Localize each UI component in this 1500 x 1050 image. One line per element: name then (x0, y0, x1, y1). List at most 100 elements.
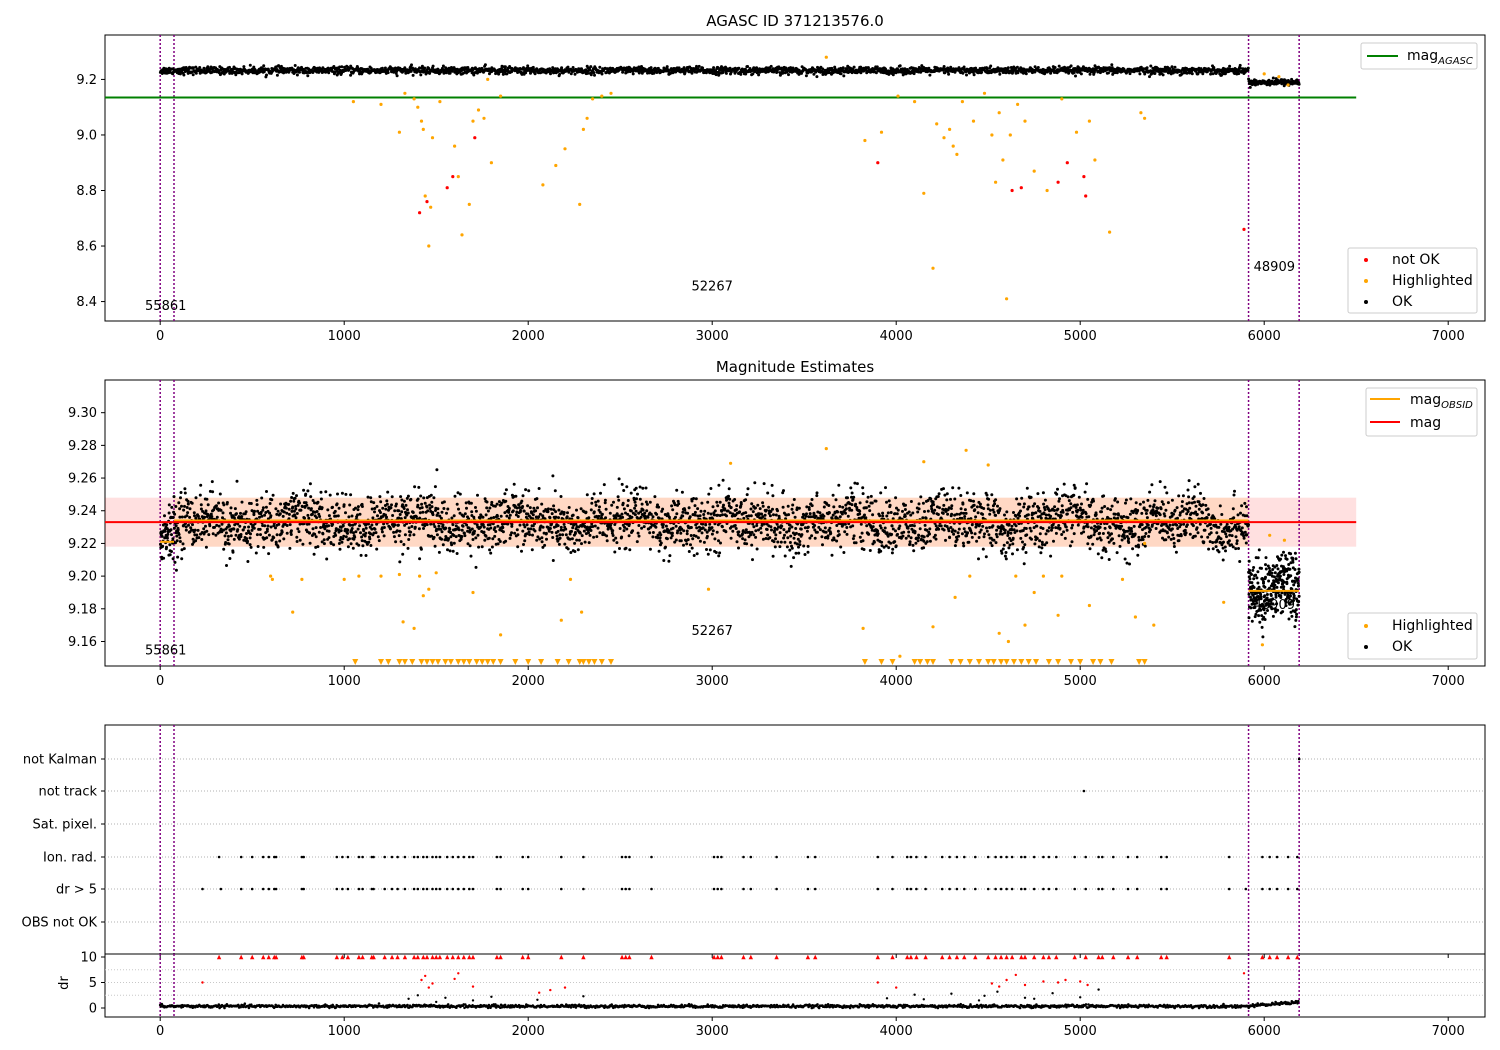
ok-point (429, 493, 433, 497)
ok-point (709, 512, 713, 516)
ok-point (645, 502, 649, 506)
highlighted-point (600, 94, 604, 98)
notok-point (1010, 188, 1014, 193)
ok-point (249, 502, 253, 505)
ok-point (317, 530, 321, 534)
ok-point (192, 511, 196, 515)
ok-point (165, 536, 169, 540)
ok-point (573, 550, 577, 553)
ok-point (642, 525, 646, 529)
ok-point (671, 526, 675, 530)
ok-point (268, 511, 272, 515)
ok-point (344, 492, 348, 496)
y-tick-label: 9.2 (76, 73, 97, 88)
ok-point (587, 516, 591, 520)
ok-point (593, 524, 597, 528)
ok-point (417, 485, 421, 489)
ok-point (861, 486, 865, 490)
ok-point (786, 536, 790, 540)
ok-point (679, 539, 683, 543)
ok-point (177, 533, 181, 536)
legend-agasc-main: mag (1407, 48, 1438, 64)
ok-point (787, 513, 791, 517)
ok-point (492, 516, 496, 519)
ok-point (265, 73, 268, 77)
ok-point (808, 512, 812, 516)
legend-ok-label: OK (1392, 294, 1413, 310)
ok-point (1190, 72, 1194, 76)
ok-point (580, 534, 584, 538)
ok-point (386, 71, 390, 75)
ok-point (776, 540, 780, 544)
ok-point (527, 489, 531, 493)
ok-point (821, 543, 824, 547)
ok-point (585, 493, 589, 497)
ok-point (194, 496, 198, 500)
ok-point (835, 539, 839, 543)
ok-point (249, 545, 253, 549)
ok-point (797, 551, 801, 555)
ok-point (204, 524, 207, 528)
ok-point (733, 524, 737, 527)
ok-point (173, 560, 177, 564)
ok-point (215, 515, 219, 519)
ok-point (470, 510, 474, 514)
highlighted-point (379, 102, 383, 106)
ok-point (420, 502, 424, 506)
ok-point (640, 526, 644, 530)
ok-point (727, 487, 731, 491)
ok-point (255, 498, 259, 502)
ok-point (592, 492, 596, 496)
ok-point (440, 510, 444, 514)
ok-point (696, 507, 700, 511)
ok-point (546, 507, 550, 511)
ok-point (496, 542, 500, 546)
ok-point (533, 529, 537, 533)
ok-point (737, 530, 741, 534)
ok-point (351, 546, 355, 550)
ok-point (1153, 72, 1157, 75)
ok-point (874, 499, 878, 503)
ok-point (488, 523, 492, 527)
ok-point (1036, 66, 1040, 69)
ok-point (172, 495, 176, 499)
ok-point (211, 532, 215, 536)
panel-agasc-highlighted-points (351, 55, 1290, 301)
ok-point (285, 531, 289, 535)
ok-point (864, 506, 868, 510)
ok-point (463, 512, 467, 516)
ok-point (395, 529, 399, 533)
ok-point (413, 525, 417, 529)
highlighted-point (997, 111, 1001, 115)
ok-point (182, 73, 186, 77)
ok-point (233, 507, 237, 511)
ok-point (332, 543, 336, 547)
ok-point (262, 545, 266, 549)
ok-point (749, 514, 753, 518)
legend-highlighted-label: Highlighted (1392, 273, 1473, 289)
highlighted-point (1143, 116, 1147, 120)
ok-point (417, 527, 421, 531)
ok-point (783, 554, 787, 558)
ok-point (410, 525, 414, 528)
ok-point (278, 512, 282, 516)
ok-point (759, 531, 763, 535)
ok-point (204, 545, 208, 549)
ok-point (774, 533, 778, 537)
ok-point (476, 493, 479, 497)
ok-point (306, 74, 310, 78)
ok-point (689, 526, 693, 529)
ok-point (754, 529, 758, 533)
ok-point (507, 516, 511, 520)
ok-point (510, 531, 514, 535)
ok-point (188, 507, 192, 511)
panel-agasc-title: AGASC ID 371213576.0 (706, 12, 884, 30)
ok-point (457, 528, 461, 532)
ok-point (771, 554, 775, 558)
highlighted-point (1262, 72, 1266, 76)
ok-point (1053, 66, 1057, 69)
ok-point (705, 534, 709, 538)
ok-point (476, 533, 480, 537)
ok-point (675, 512, 679, 516)
